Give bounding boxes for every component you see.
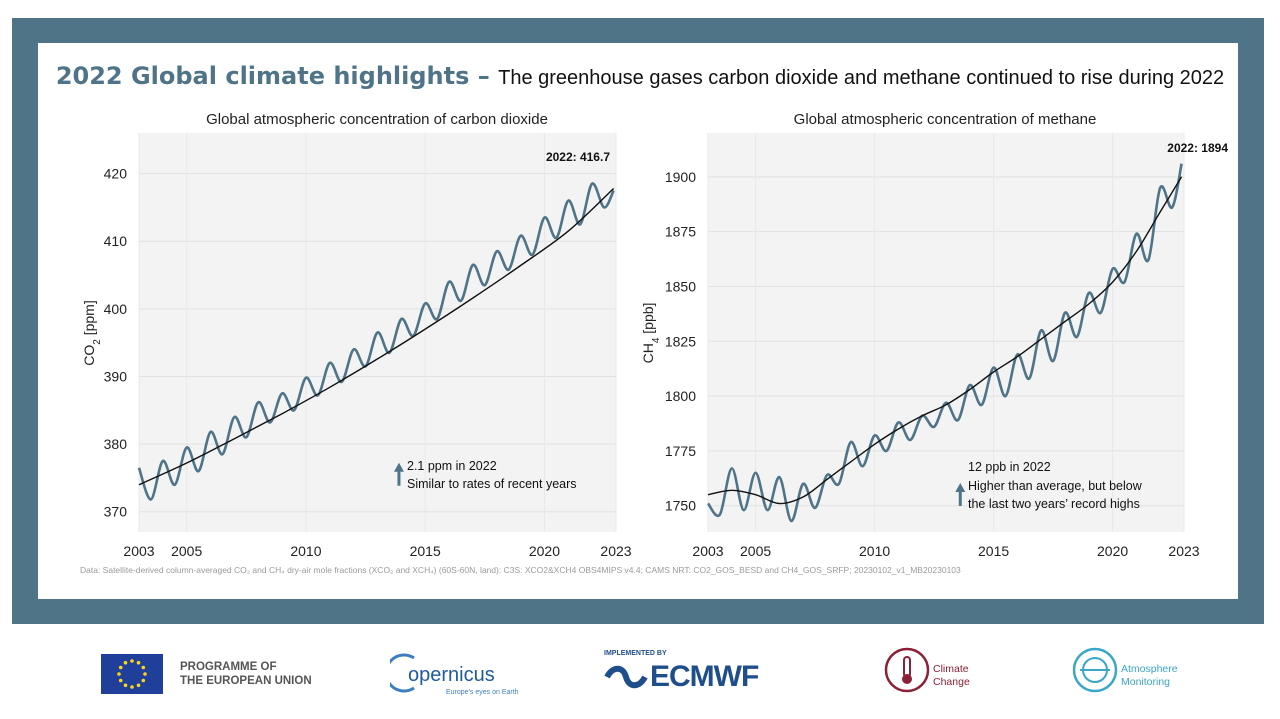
co2-annotation-line-2: Similar to rates of recent years — [407, 477, 577, 491]
ecmwf-swirl-icon — [604, 665, 648, 689]
eu-star-icon — [117, 672, 121, 676]
co2-x-tick-label: 2020 — [529, 543, 560, 559]
headline-main: 2022 Global climate highlights — [55, 62, 470, 90]
eu-star-icon — [141, 678, 146, 683]
ch4-y-tick-label: 1750 — [665, 498, 696, 514]
co2-arrow-head — [393, 462, 404, 472]
eu-star-icon — [141, 665, 146, 670]
eu-star-icon — [118, 678, 123, 683]
copernicus-c-icon — [390, 653, 415, 693]
copernicus-name: opernicus — [408, 664, 495, 686]
ch4-x-tick-label: 2015 — [978, 543, 1009, 559]
co2-x-tick-label: 2010 — [290, 543, 321, 559]
co2-x-tick-label: 2015 — [410, 543, 441, 559]
eu-star-icon — [123, 660, 128, 665]
ch4-arrow-head — [955, 482, 966, 492]
ecmwf-implemented-by: IMPLEMENTED BY — [604, 650, 667, 657]
eu-star-icon — [123, 683, 128, 688]
headline-sub: The greenhouse gases carbon dioxide and … — [498, 67, 1225, 89]
co2-y-tick-label: 370 — [104, 504, 128, 520]
ch4-chart-title: Global atmospheric concentration of meth… — [794, 111, 1097, 128]
ch4-y-tick-label: 1775 — [665, 443, 696, 459]
ch4-annotation-arrow — [955, 482, 966, 506]
climate-change-label: Climate Change — [933, 663, 970, 689]
copernicus-tagline: Europe's eyes on Earth — [446, 689, 519, 696]
climate-text-line-1: Climate — [933, 663, 969, 675]
eu-text-line-2: THE EUROPEAN UNION — [180, 675, 312, 687]
co2-ylabel-main: CO — [81, 345, 97, 366]
ch4-annotation-line-1: 12 ppb in 2022 — [968, 460, 1051, 474]
ch4-x-tick-label: 2010 — [859, 543, 890, 559]
ch4-plot-area — [708, 133, 1184, 532]
co2-trend-line — [138, 187, 615, 486]
co2-end-label: 2022: 416.7 — [546, 150, 610, 164]
co2-y-tick-label: 400 — [104, 301, 128, 317]
ch4-ylabel-unit: [ppb] — [640, 303, 656, 338]
co2-y-tick-label: 410 — [104, 233, 128, 249]
co2-ylabel-unit: [ppm] — [81, 300, 97, 339]
eu-star-icon — [118, 665, 123, 670]
ch4-ylabel-sub: 4 — [651, 337, 662, 343]
climate-change-icon — [884, 647, 930, 693]
co2-y-tick-label: 380 — [104, 436, 128, 452]
ecmwf-name: ECMWF — [650, 660, 759, 693]
ch4-monthly-line — [706, 163, 1183, 523]
ch4-annotation-line-2: Higher than average, but below — [968, 479, 1143, 493]
eu-star-icon — [136, 683, 141, 688]
eu-star-icon — [136, 660, 141, 665]
ch4-y-tick-label: 1825 — [665, 333, 696, 349]
eu-programme-label: PROGRAMME OF THE EUROPEAN UNION — [180, 660, 312, 688]
atmos-text-line-2: Monitoring — [1121, 676, 1171, 688]
ch4-ylabel-main: CH — [640, 343, 656, 363]
headline-separator: – — [469, 62, 499, 90]
ch4-y-tick-label: 1900 — [665, 169, 696, 185]
ch4-y-tick-label: 1800 — [665, 388, 696, 404]
ch4-annotation-line-3: the last two years’ record highs — [968, 497, 1140, 511]
co2-monthly-line — [137, 182, 615, 501]
ch4-y-tick-label: 1850 — [665, 278, 696, 294]
ch4-x-tick-label: 2003 — [692, 543, 723, 559]
page-headline: 2022 Global climate highlights – The gre… — [0, 62, 1280, 90]
climate-text-line-2: Change — [933, 676, 970, 688]
co2-x-tick-label: 2023 — [600, 543, 631, 559]
co2-x-tick-label: 2003 — [123, 543, 154, 559]
ch4-y-tick-label: 1875 — [665, 224, 696, 240]
eu-text-line-1: PROGRAMME OF — [180, 661, 277, 673]
ch4-x-tick-label: 2020 — [1097, 543, 1128, 559]
co2-y-axis-label: CO2 [ppm] — [81, 300, 103, 365]
co2-ylabel-sub: 2 — [92, 339, 103, 345]
co2-y-tick-label: 420 — [104, 166, 128, 182]
eu-flag-icon — [101, 654, 163, 694]
data-source-note: Data: Satellite-derived column-averaged … — [80, 565, 961, 575]
ch4-end-label: 2022: 1894 — [1167, 141, 1228, 155]
atmosphere-monitoring-label: Atmosphere Monitoring — [1121, 663, 1178, 689]
co2-x-tick-label: 2005 — [171, 543, 202, 559]
co2-annotation-arrow — [393, 462, 404, 486]
atmos-text-line-1: Atmosphere — [1121, 663, 1178, 675]
co2-y-tick-label: 390 — [104, 368, 128, 384]
co2-annotation-line-1: 2.1 ppm in 2022 — [407, 459, 497, 473]
eu-star-icon — [130, 685, 134, 689]
atmosphere-monitoring-icon — [1072, 647, 1118, 693]
ch4-y-axis-label: CH4 [ppb] — [640, 303, 662, 364]
ch4-x-tick-label: 2023 — [1168, 543, 1199, 559]
eu-star-icon — [143, 672, 147, 676]
ch4-trend-line — [707, 176, 1183, 505]
ch4-x-tick-label: 2005 — [740, 543, 771, 559]
eu-star-icon — [130, 659, 134, 663]
co2-chart-title: Global atmospheric concentration of carb… — [206, 111, 548, 128]
